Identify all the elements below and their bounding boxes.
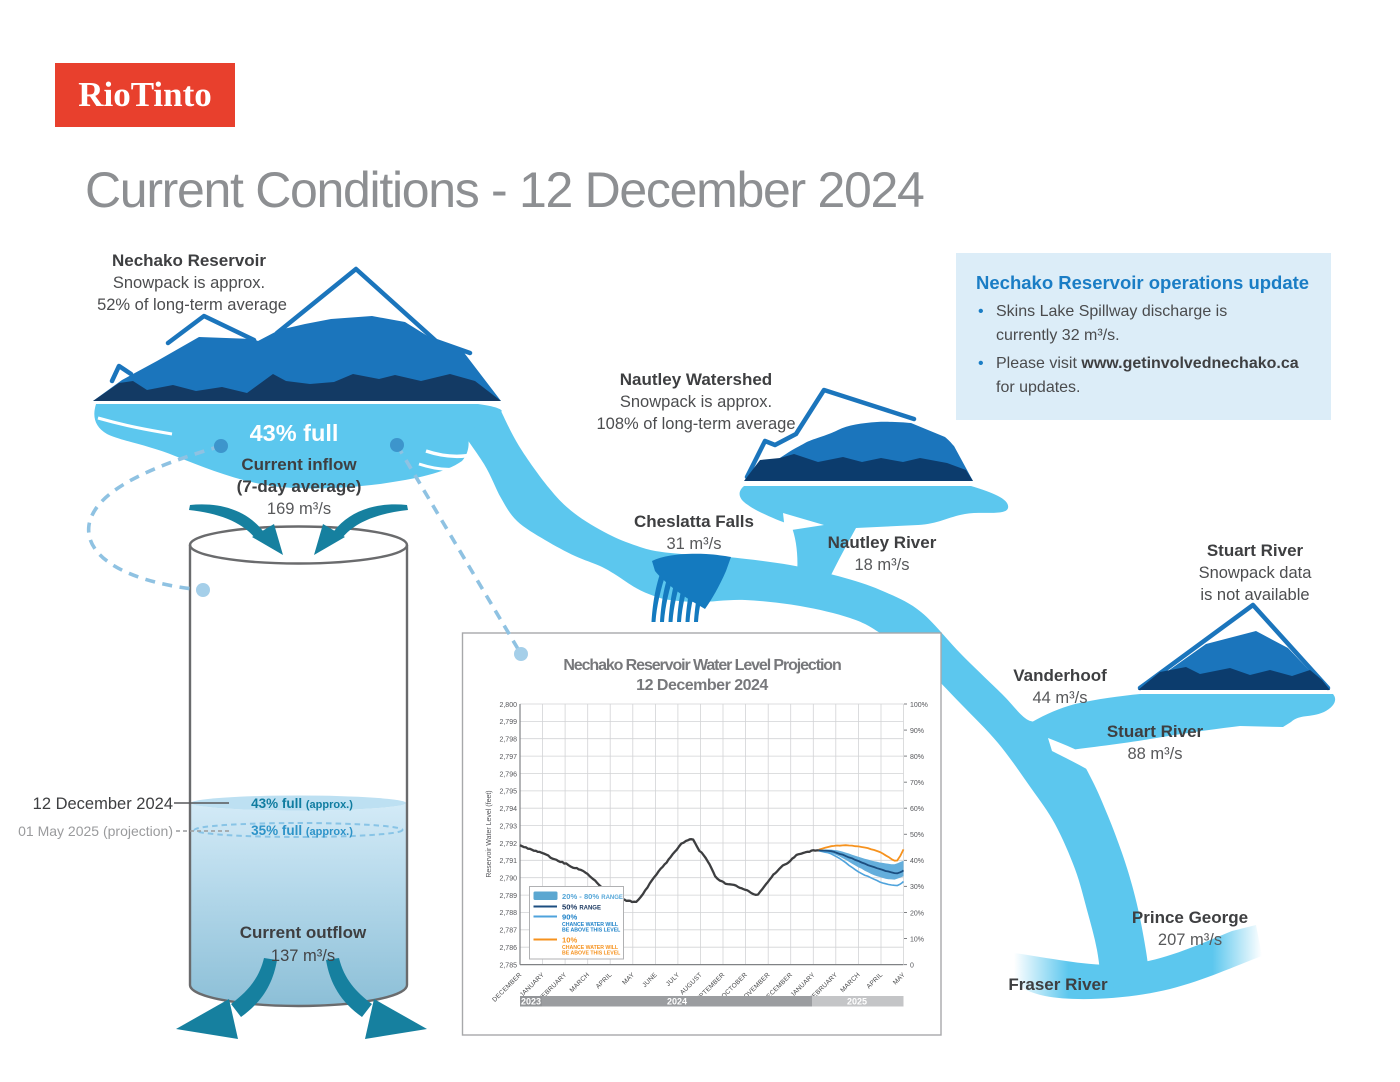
svg-text:Please visit www.getinvolvedne: Please visit www.getinvolvednechako.ca [996,355,1299,372]
svg-text:BE ABOVE THIS LEVEL: BE ABOVE THIS LEVEL [562,928,621,934]
svg-text:Current Conditions - 12 Decemb: Current Conditions - 12 December 2024 [85,162,924,218]
svg-text:•: • [978,355,984,372]
svg-text:2,800: 2,800 [499,702,517,709]
svg-text:108% of long-term average: 108% of long-term average [596,415,795,433]
svg-text:2025: 2025 [847,997,867,1007]
svg-text:60%: 60% [910,806,924,813]
svg-text:88 m³/s: 88 m³/s [1127,745,1182,763]
svg-text:31 m³/s: 31 m³/s [666,535,721,553]
svg-text:Prince George: Prince George [1132,908,1248,927]
svg-text:30%: 30% [910,884,924,891]
svg-text:2,789: 2,789 [499,893,517,900]
svg-text:50% RANGE: 50% RANGE [562,903,601,912]
svg-text:2,799: 2,799 [499,719,517,726]
svg-text:2023: 2023 [521,997,541,1007]
svg-text:Fraser River: Fraser River [1008,975,1108,994]
svg-text:2,788: 2,788 [499,910,517,917]
svg-text:80%: 80% [910,754,924,761]
svg-text:2,787: 2,787 [499,928,517,935]
svg-text:Snowpack is approx.: Snowpack is approx. [620,393,772,411]
svg-text:Stuart River: Stuart River [1207,541,1304,560]
svg-text:20%: 20% [910,910,924,917]
svg-text:10%: 10% [910,936,924,943]
svg-text:2024: 2024 [667,997,687,1007]
svg-text:Current inflow: Current inflow [241,455,357,474]
svg-text:2,786: 2,786 [499,945,517,952]
svg-text:12 December 2024: 12 December 2024 [636,677,768,694]
svg-text:(7-day average): (7-day average) [237,477,362,496]
svg-text:BE ABOVE THIS LEVEL: BE ABOVE THIS LEVEL [562,951,621,957]
svg-text:Snowpack data: Snowpack data [1199,564,1313,582]
svg-text:70%: 70% [910,780,924,787]
svg-text:Current outflow: Current outflow [240,923,367,942]
svg-text:2,791: 2,791 [499,858,517,865]
svg-text:137 m³/s: 137 m³/s [271,947,335,965]
svg-text:2,790: 2,790 [499,876,517,883]
svg-text:01 May 2025 (projection): 01 May 2025 (projection) [18,823,173,839]
svg-text:207 m³/s: 207 m³/s [1158,931,1222,949]
svg-text:Snowpack is approx.: Snowpack is approx. [113,274,265,292]
svg-text:currently 32 m³/s.: currently 32 m³/s. [996,327,1120,344]
svg-text:2,797: 2,797 [499,754,517,761]
svg-text:CHANCE WATER WILL: CHANCE WATER WILL [562,922,619,928]
svg-text:2,793: 2,793 [499,823,517,830]
svg-text:90%: 90% [562,913,577,922]
svg-text:2,796: 2,796 [499,771,517,778]
svg-text:Vanderhoof: Vanderhoof [1013,666,1107,685]
svg-text:12 December 2024: 12 December 2024 [33,795,173,813]
svg-text:Nautley Watershed: Nautley Watershed [620,370,772,389]
svg-text:0: 0 [910,962,914,969]
svg-text:2,798: 2,798 [499,737,517,744]
svg-text:RioTinto: RioTinto [78,75,212,114]
svg-text:2,792: 2,792 [499,841,517,848]
svg-text:Nechako Reservoir operations u: Nechako Reservoir operations update [976,272,1309,293]
svg-text:10%: 10% [562,936,577,945]
svg-text:20% - 80% RANGE: 20% - 80% RANGE [562,892,623,901]
svg-text:Nechako Reservoir: Nechako Reservoir [112,251,266,270]
svg-text:CHANCE WATER WILL: CHANCE WATER WILL [562,945,619,951]
svg-text:Cheslatta Falls: Cheslatta Falls [634,512,754,531]
svg-text:is not available: is not available [1200,586,1309,604]
svg-text:Reservoir Water Level (feet): Reservoir Water Level (feet) [486,790,493,877]
svg-text:18 m³/s: 18 m³/s [854,556,909,574]
svg-text:2,785: 2,785 [499,962,517,969]
svg-text:90%: 90% [910,728,924,735]
svg-text:2,794: 2,794 [499,806,517,813]
svg-text:Nechako Reservoir Water Level: Nechako Reservoir Water Level Projection [563,657,841,674]
svg-text:Skins Lake Spillway discharge: Skins Lake Spillway discharge is [996,303,1227,320]
svg-text:35% full (approx.): 35% full (approx.) [251,823,353,838]
svg-text:52% of long-term average: 52% of long-term average [97,296,287,314]
svg-text:43% full (approx.): 43% full (approx.) [251,796,353,811]
svg-text:•: • [978,303,984,320]
svg-text:2,795: 2,795 [499,789,517,796]
svg-text:169 m³/s: 169 m³/s [267,500,331,518]
svg-text:50%: 50% [910,832,924,839]
svg-text:43% full: 43% full [250,420,339,446]
svg-text:for updates.: for updates. [996,379,1081,396]
svg-text:Nautley River: Nautley River [828,533,937,552]
svg-text:44 m³/s: 44 m³/s [1032,689,1087,707]
svg-text:40%: 40% [910,858,924,865]
svg-text:Stuart River: Stuart River [1107,722,1204,741]
svg-text:100%: 100% [910,702,928,709]
